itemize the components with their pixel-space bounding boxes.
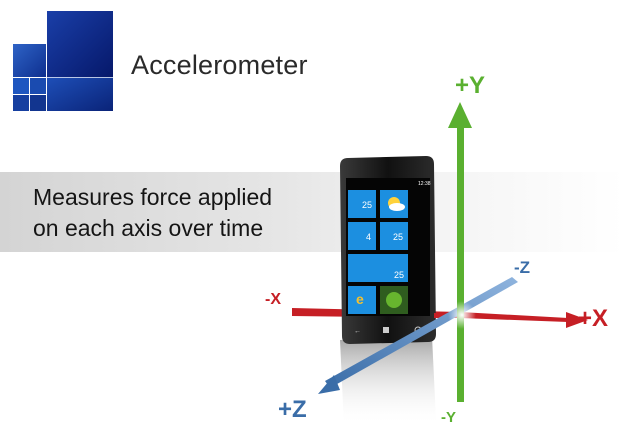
caption-line-2: on each axis over time <box>33 215 264 241</box>
z-axis-arrowhead <box>318 375 340 394</box>
axis-label-neg-y: -Y <box>441 409 456 426</box>
messaging-tile <box>348 222 376 250</box>
phone-tile-count: 25 <box>362 200 372 210</box>
messaging-tile-count: 4 <box>366 232 371 242</box>
axis-label-pos-y: +Y <box>455 72 486 99</box>
back-icon: ← <box>354 328 361 335</box>
phone-tile <box>348 190 376 218</box>
phone: 12:38 25 4 25 25 e ← <box>340 156 436 344</box>
calendar-tile <box>348 254 408 282</box>
windows-icon <box>383 327 389 333</box>
windows-phone-logo <box>13 11 113 111</box>
mail-tile-count: 25 <box>393 232 403 242</box>
caption-line-1: Measures force applied <box>33 184 273 210</box>
axis-label-pos-x: +X <box>578 305 609 332</box>
status-time: 12:38 <box>418 181 431 187</box>
slide-title: Accelerometer <box>131 50 308 80</box>
calendar-tile-count: 25 <box>394 270 404 280</box>
axis-label-neg-x: -X <box>265 291 281 308</box>
origin-glow <box>448 301 476 329</box>
browser-tile <box>348 286 376 314</box>
x-axis-arrowhead <box>566 312 588 328</box>
y-axis-arrowhead <box>448 102 472 128</box>
caption-band <box>0 172 624 252</box>
axis-label-neg-z: -Z <box>514 258 531 277</box>
phone-reflection <box>340 336 436 426</box>
y-axis <box>448 102 472 402</box>
caption: Measures force applied on each axis over… <box>33 182 272 244</box>
mail-tile <box>380 222 408 250</box>
axis-label-pos-z: +Z <box>278 396 307 423</box>
browser-icon: e <box>356 291 364 307</box>
xbox-live-icon <box>386 292 402 308</box>
